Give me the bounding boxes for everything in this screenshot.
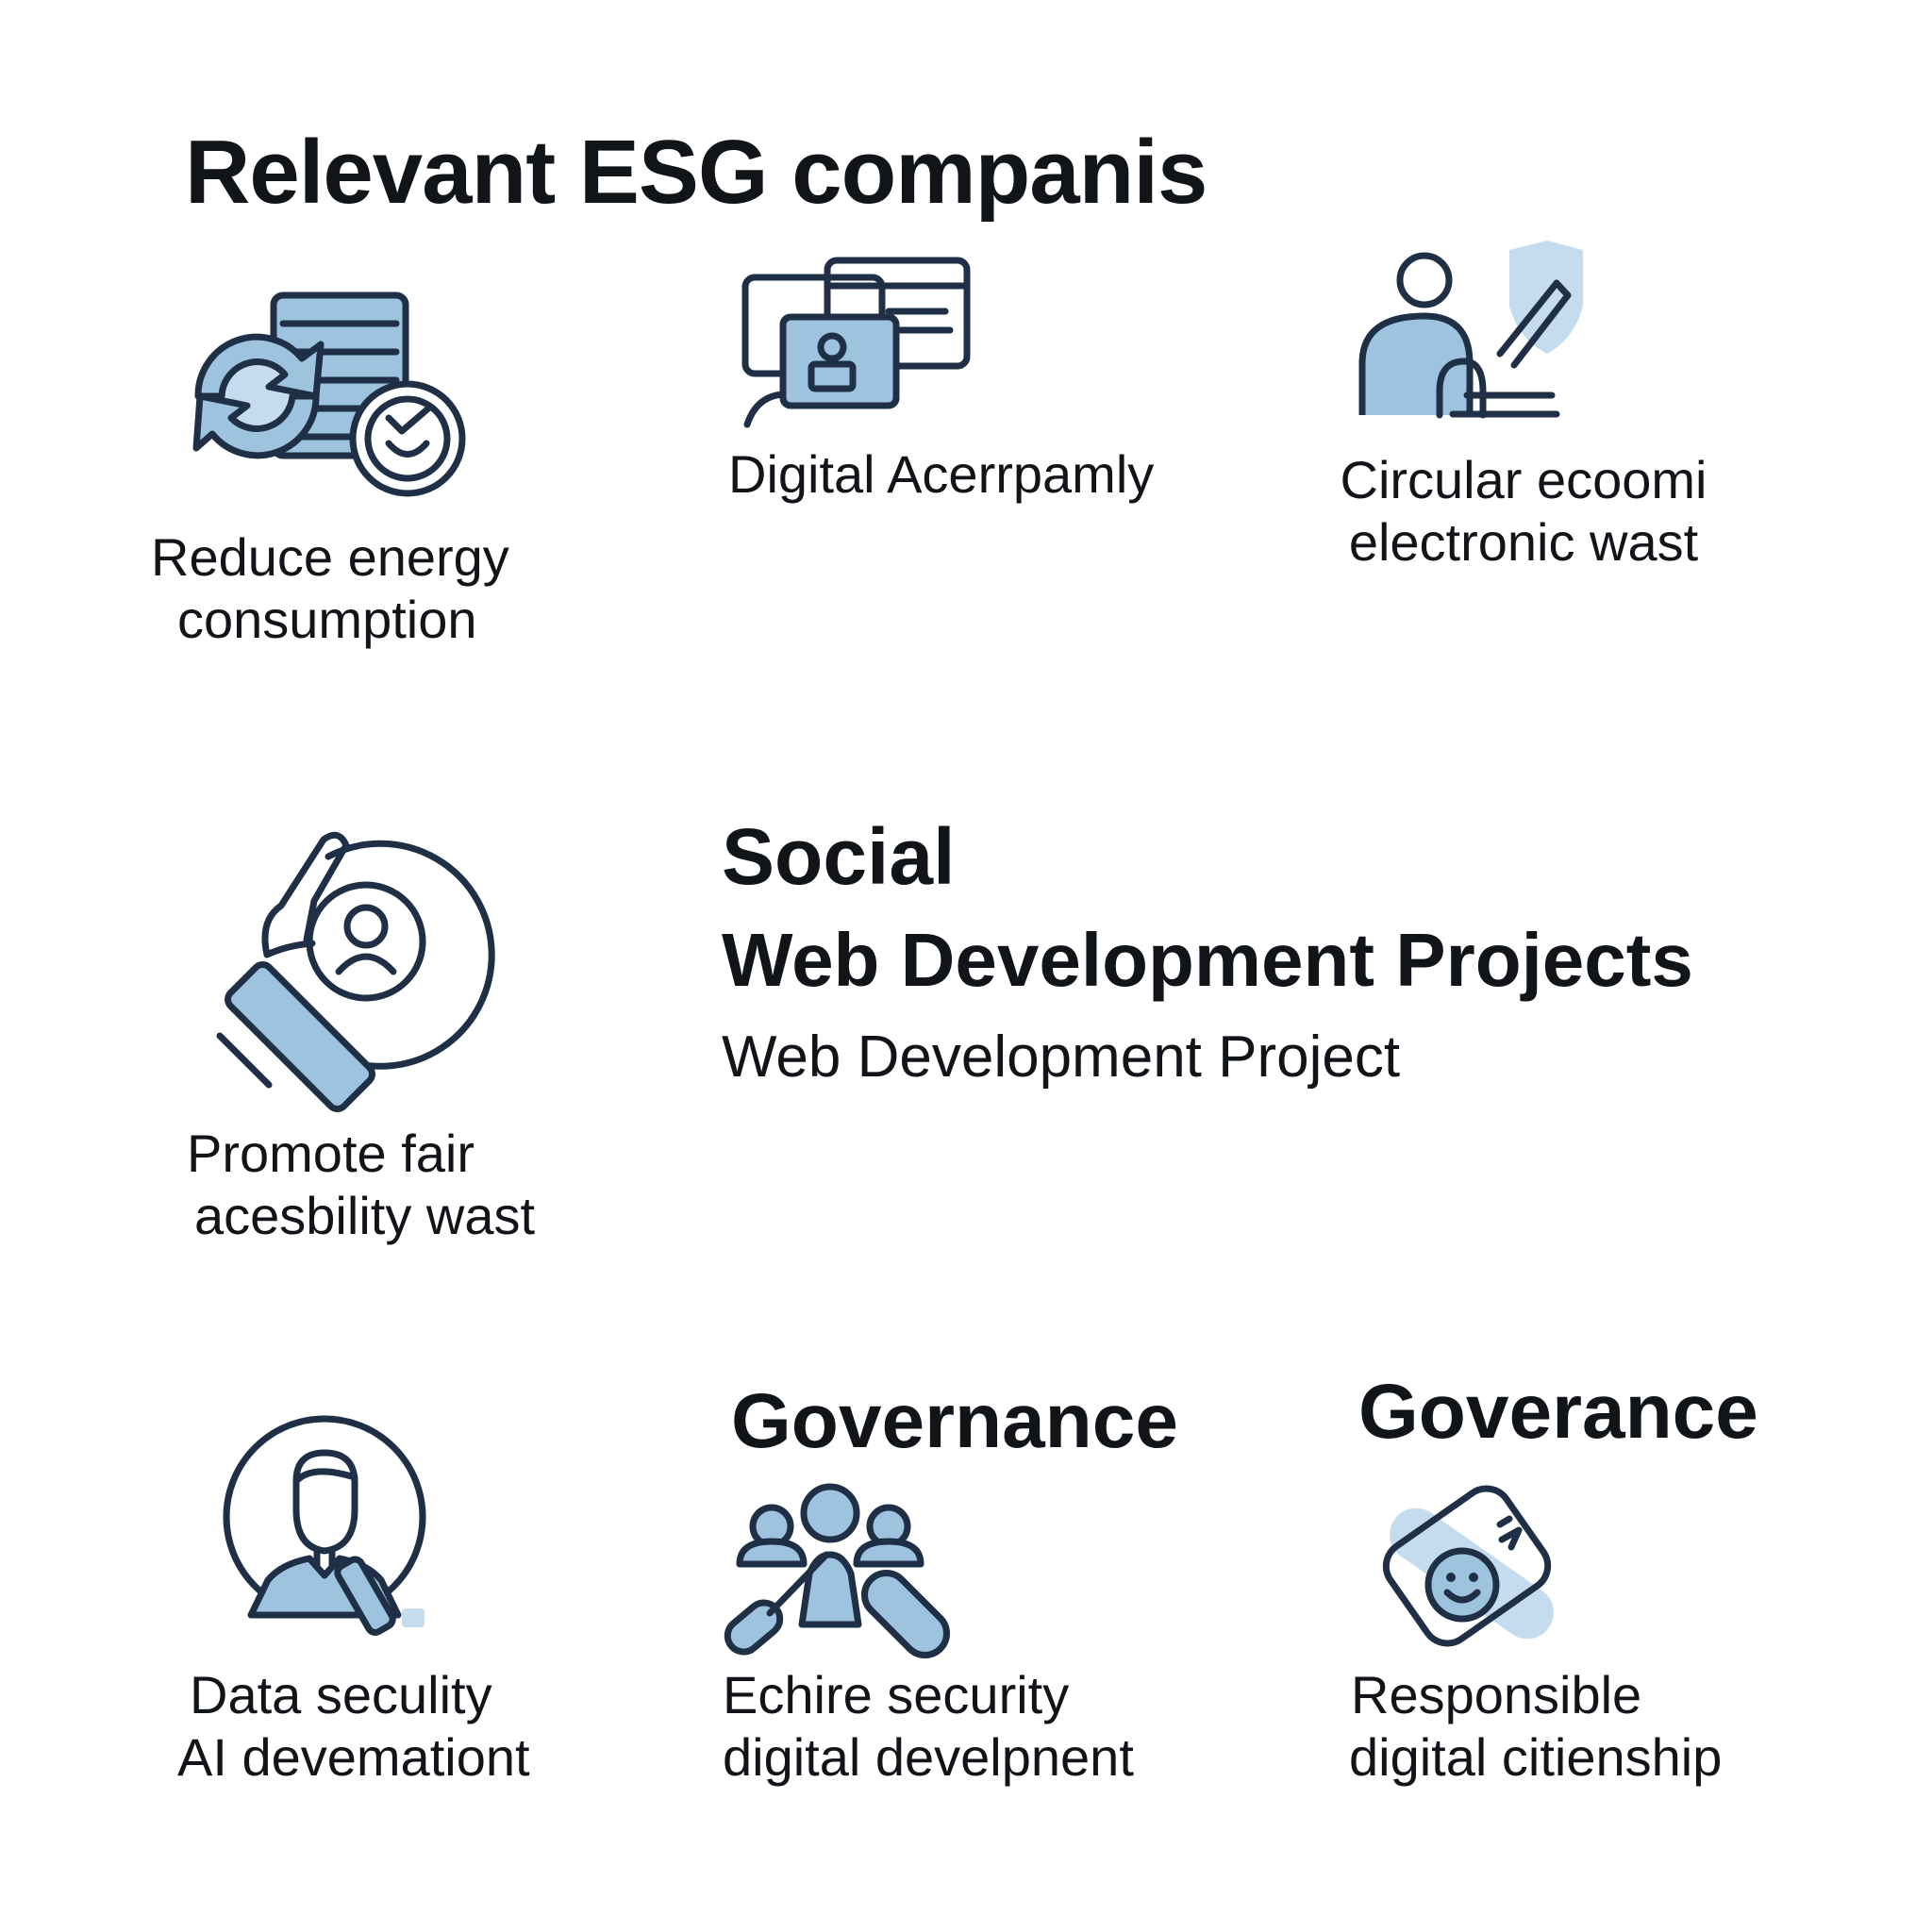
page-title: Relevant ESG companis	[185, 122, 1208, 223]
person-circle-icon	[223, 1415, 426, 1636]
energy-recycle-server-icon	[192, 291, 466, 497]
item-label-echire-security: Echire security digital develpnent	[723, 1665, 1134, 1787]
item-label-circular: Circular ecoomi electronic wast	[1340, 450, 1707, 572]
social-caption: Web Development Project	[722, 1024, 1401, 1090]
person-shield-icon	[1358, 241, 1583, 419]
item-label-digital: Digital Acerrpamly	[728, 444, 1155, 504]
digital-screens-icon	[741, 257, 971, 428]
item-label-promote-fair: Promote fair acesbility wast	[187, 1124, 536, 1245]
item-label-data-security: Data seculity AI devemationt	[177, 1665, 530, 1787]
social-subheading: Web Development Projects	[722, 918, 1693, 1002]
smiley-badge-icon	[1382, 1485, 1554, 1647]
team-tools-icon	[724, 1483, 951, 1659]
governance-heading-alt: Goverance	[1358, 1369, 1758, 1455]
governance-heading: Governance	[731, 1378, 1178, 1464]
hand-user-circle-icon	[216, 831, 495, 1112]
item-label-responsible: Responsible digital citienship	[1349, 1665, 1723, 1787]
item-label-reduce-energy: Reduce energy consumption	[151, 527, 509, 649]
social-heading: Social	[722, 812, 956, 901]
